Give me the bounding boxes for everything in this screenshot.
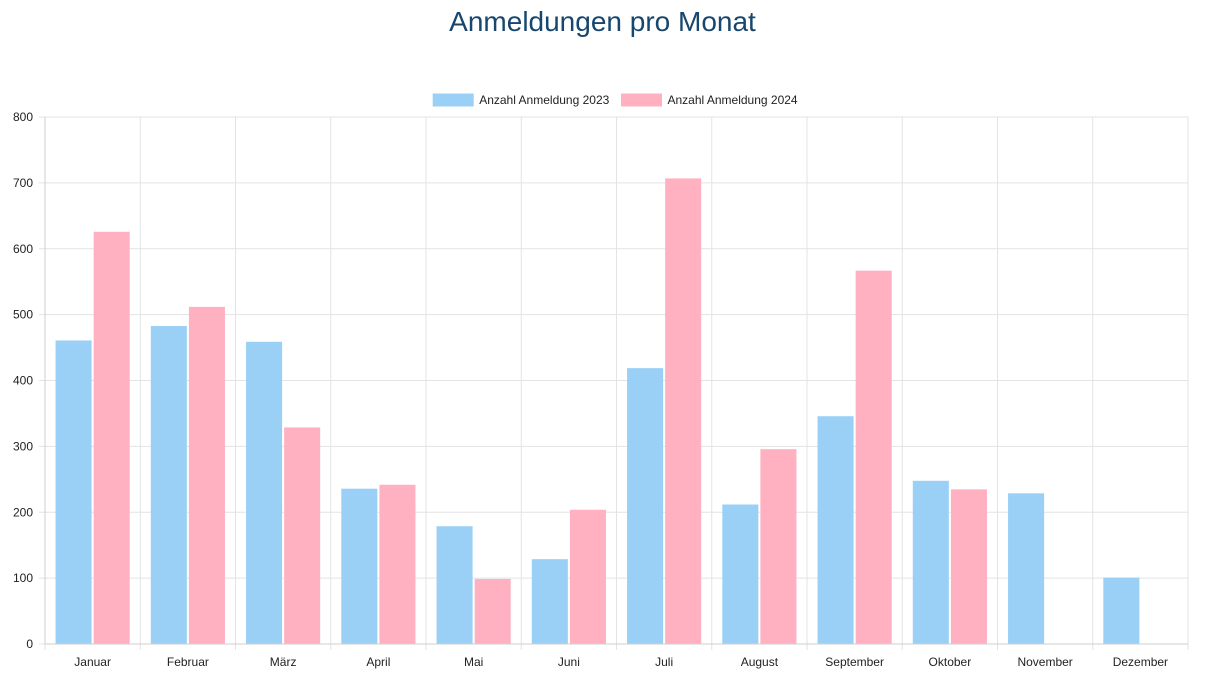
x-tick-label: August <box>741 655 779 669</box>
bar-series-2 <box>855 270 892 645</box>
legend: Anzahl Anmeldung 2023 Anzahl Anmeldung 20… <box>432 93 798 107</box>
x-tick-label: Februar <box>167 655 209 669</box>
bar-series-1 <box>912 480 949 645</box>
y-tick-label: 500 <box>13 308 33 322</box>
bar-series-2 <box>93 231 130 645</box>
bar-series-1 <box>817 416 854 645</box>
bar-series-1 <box>150 325 187 645</box>
legend-item: Anzahl Anmeldung 2023 <box>432 93 610 107</box>
legend-swatch <box>621 93 662 107</box>
bar-series-1 <box>246 341 283 645</box>
y-tick-label: 300 <box>13 439 33 453</box>
bar-series-2 <box>188 306 225 645</box>
bar-series-1 <box>55 340 92 645</box>
x-axis: Januar Februar März April Mai Juni Juli August S… <box>45 643 1188 669</box>
bar-series-2 <box>284 427 321 645</box>
x-tick-label: Mai <box>464 655 483 669</box>
bar-series-1 <box>627 368 664 645</box>
bar-series-2 <box>379 484 416 645</box>
y-tick-label: 700 <box>13 176 33 190</box>
y-tick-label: 400 <box>13 374 33 388</box>
y-tick-label: 800 <box>13 110 33 124</box>
y-tick-label: 600 <box>13 242 33 256</box>
bar-series-2 <box>665 178 702 645</box>
x-tick-label: Januar <box>74 655 111 669</box>
y-tick-label: 200 <box>13 505 33 519</box>
bar-series-1 <box>1103 577 1140 645</box>
x-tick-label: Oktober <box>929 655 972 669</box>
x-tick-label: März <box>270 655 297 669</box>
legend-swatch <box>432 93 474 107</box>
legend-item: Anzahl Anmeldung 2024 <box>621 93 798 107</box>
x-tick-label: Dezember <box>1113 655 1168 669</box>
x-tick-label: November <box>1017 655 1072 669</box>
bar-series-1 <box>436 526 473 645</box>
legend-label: Anzahl Anmeldung 2024 <box>668 93 798 107</box>
x-tick-label: Juli <box>655 655 673 669</box>
x-tick-label: Juni <box>558 655 580 669</box>
chart-title: Anmeldungen pro Monat <box>449 6 756 37</box>
bar-series-2 <box>474 578 511 645</box>
bar-series-2 <box>760 449 797 645</box>
y-axis: 0 100 200 300 400 500 600 700 800 <box>13 110 46 651</box>
bars <box>55 178 1140 645</box>
bar-series-1 <box>1008 493 1045 645</box>
y-tick-label: 0 <box>26 637 33 651</box>
bar-series-2 <box>569 509 606 645</box>
bar-series-2 <box>950 489 987 645</box>
legend-label: Anzahl Anmeldung 2023 <box>479 93 609 107</box>
bar-series-1 <box>722 504 759 645</box>
grid <box>39 116 1189 650</box>
y-tick-label: 100 <box>13 571 33 585</box>
x-tick-label: April <box>366 655 390 669</box>
bar-series-1 <box>531 559 568 645</box>
x-tick-label: September <box>825 655 884 669</box>
bar-series-1 <box>341 488 378 645</box>
